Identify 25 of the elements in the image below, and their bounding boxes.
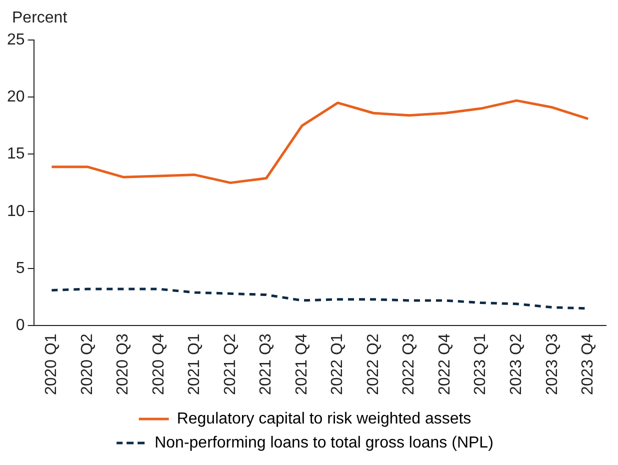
y-tick-label: 5 [16,260,25,277]
x-tick-label: 2020 Q3 [114,334,132,396]
x-tick-label: 2020 Q1 [43,334,60,396]
y-tick-label: 25 [7,31,25,48]
x-tick-label: 2020 Q2 [78,334,96,396]
x-tick-label: 2021 Q1 [186,334,204,396]
x-tick-label: 2022 Q2 [364,334,382,396]
legend-label: Non-performing loans to total gross loans (NPL) [154,434,494,452]
x-tick-label: 2022 Q1 [329,334,346,396]
x-tick-label: 2023 Q4 [580,334,597,396]
legend-label: Regulatory capital to risk weighted assets [176,410,472,428]
y-tick-label: 15 [7,146,25,163]
y-axis-title: Percent [12,9,68,26]
y-tick-label: 10 [7,202,25,220]
y-tick-label: 20 [7,88,25,106]
x-tick-label: 2023 Q2 [508,334,525,396]
x-tick-label: 2021 Q2 [222,334,239,396]
x-tick-label: 2023 Q1 [472,334,490,396]
x-tick-label: 2022 Q3 [400,334,418,396]
y-tick-label: 0 [16,317,25,334]
x-tick-label: 2021 Q3 [258,334,275,396]
x-tick-label: 2023 Q3 [544,334,561,396]
x-tick-label: 2022 Q4 [436,334,454,396]
x-tick-label: 2021 Q4 [293,334,310,396]
x-tick-label: 2020 Q4 [150,334,168,396]
